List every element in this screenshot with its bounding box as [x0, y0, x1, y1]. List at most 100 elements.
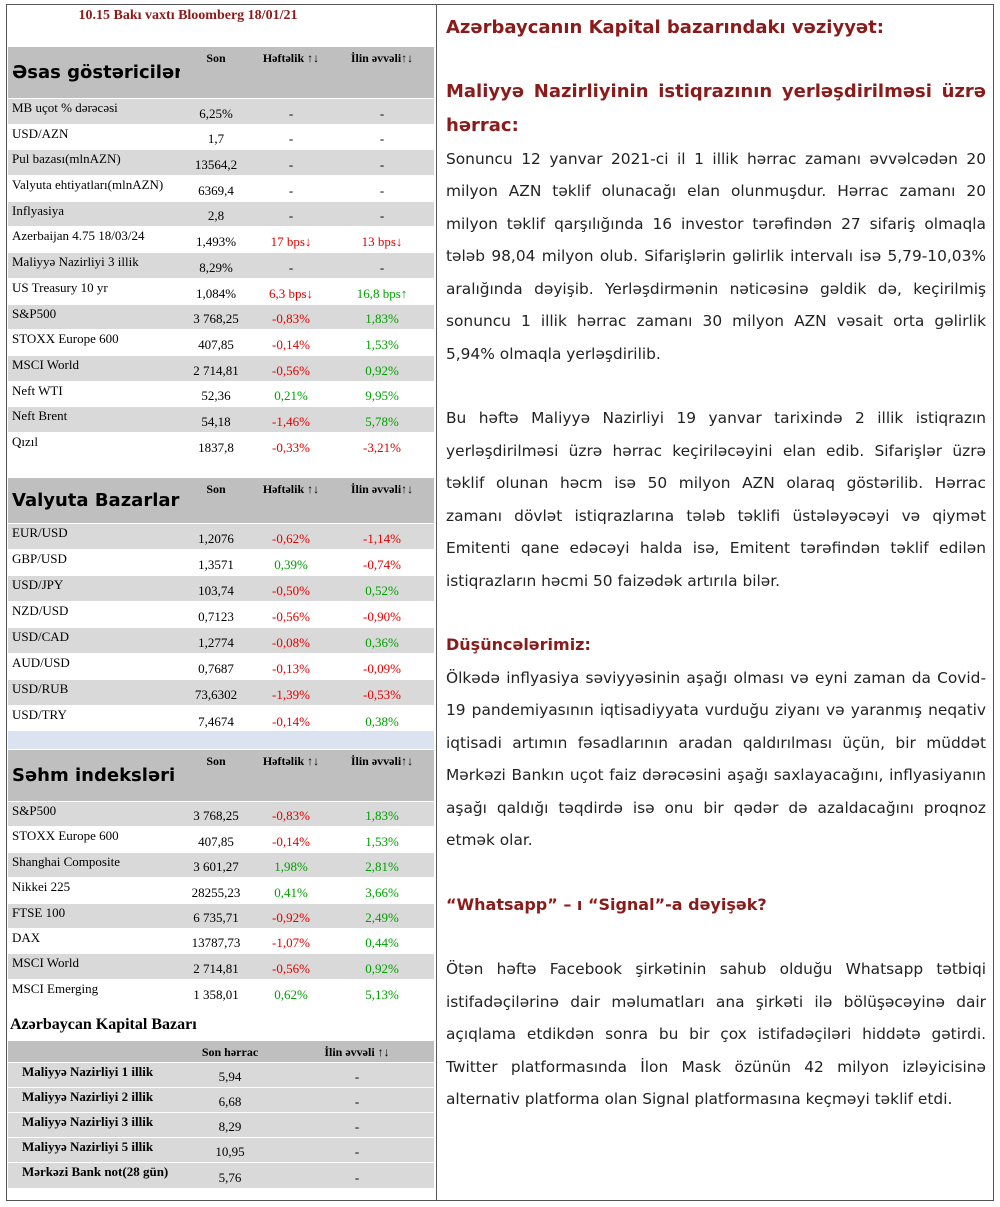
row-label: MSCI Emerging [8, 978, 180, 1005]
column-header: Həftəlik ↑↓ [252, 46, 330, 99]
row-label: Maliyyə Nazirliyi 3 illik [8, 252, 180, 279]
cell-value: 1,2774 [180, 627, 252, 654]
column-header: Son [180, 477, 252, 524]
table-row: GBP/USD 1,3571 0,39% -0,74% [8, 549, 434, 576]
section-title: Düşüncələrimiz: [446, 635, 591, 654]
cell-value: 1,53% [330, 826, 434, 853]
table-row: STOXX Europe 600 407,85 -0,14% 1,53% [8, 826, 434, 853]
cell-value: 3 601,27 [180, 851, 252, 878]
table-row: USD/CAD 1,2774 -0,08% 0,36% [8, 627, 434, 654]
cell-value: -0,14% [252, 705, 330, 732]
cell-value: -0,74% [330, 549, 434, 576]
table-row: S&P500 3 768,25 -0,83% 1,83% [8, 303, 434, 330]
cell-value: 6,3 bps↓ [252, 277, 330, 304]
table-title: Əsas göstəricilər [8, 46, 180, 99]
cell-value: -3,21% [330, 431, 434, 459]
row-label: DAX [8, 927, 180, 954]
cell-value: -0,83% [252, 303, 330, 330]
cell-value: - [252, 200, 330, 227]
cell-value: -0,14% [252, 329, 330, 356]
cell-value: 0,52% [330, 575, 434, 602]
cell-value: 6369,4 [180, 175, 252, 202]
column-header: Son [180, 46, 252, 99]
paragraph: Sonuncu 12 yanvar 2021-ci il 1 illik hər… [446, 149, 986, 363]
cell-value: 1,084% [180, 277, 252, 304]
table-row: Maliyyə Nazirliyi 2 illik 6,68- [8, 1087, 434, 1113]
table-row: USD/TRY 7,4674 -0,14% 0,38% [8, 705, 434, 732]
row-label: Neft WTI [8, 380, 180, 407]
table-row: DAX 13787,73 -1,07% 0,44% [8, 927, 434, 954]
cell-value: -0,09% [330, 653, 434, 680]
table-row: Maliyyə Nazirliyi 3 illik 8,29- [8, 1112, 434, 1138]
cell-value: 28255,23 [180, 877, 252, 904]
column-header: Son [180, 749, 252, 802]
row-label: USD/RUB [8, 679, 180, 706]
cell-value: 2 714,81 [180, 354, 252, 382]
header-row: Valyuta Bazarları Son Həftəlik ↑↓ İlin əvvə… [8, 477, 434, 524]
cell-value: 1,493% [180, 226, 252, 253]
cell-value: - [330, 98, 434, 125]
cell-value: 0,41% [252, 877, 330, 904]
section-title: “Whatsapp” – ı “Signal”-a dəyişək? [446, 894, 767, 914]
row-label: FTSE 100 [8, 902, 180, 929]
row-label: S&P500 [8, 303, 180, 330]
cell-value: 1,98% [252, 851, 330, 878]
cell-value: 9,95% [330, 380, 434, 407]
cell-value: 3,66% [330, 877, 434, 904]
row-label: Maliyyə Nazirliyi 3 illik [8, 1112, 180, 1138]
spacer [446, 921, 986, 953]
row-label: Mərkəzi Bank not(28 gün) [8, 1162, 180, 1188]
cell-value: -0,14% [252, 826, 330, 853]
row-label: Maliyyə Nazirliyi 1 illik [8, 1062, 180, 1088]
table-row: MSCI Emerging 1 358,01 0,62% 5,13% [8, 978, 434, 1005]
column-header: Həftəlik ↑↓ [252, 477, 330, 524]
cell-value: 8,29% [180, 252, 252, 279]
row-label: STOXX Europe 600 [8, 329, 180, 356]
row-label: Azerbaijan 4.75 18/03/24 [8, 226, 180, 253]
cell-value: -0,53% [330, 679, 434, 706]
table-row: STOXX Europe 600 407,85 -0,14% 1,53% [8, 329, 434, 356]
article-heading: Azərbaycanın Kapital bazarındakı vəziyyə… [446, 17, 884, 38]
cell-value: 0,7687 [180, 653, 252, 680]
data-table: Son hərrac İlin əvvəli ↑↓ Maliyyə Nazirliy… [8, 1040, 434, 1188]
cell-value: -0,56% [252, 354, 330, 382]
row-label: STOXX Europe 600 [8, 826, 180, 853]
cell-value: 1,7 [180, 123, 252, 150]
table-row: Azerbaijan 4.75 18/03/24 1,493% 17 bps↓ 13 … [8, 226, 434, 253]
cell-value: 0,38% [330, 705, 434, 732]
row-label: Qızıl [8, 431, 180, 459]
table-row: S&P500 3 768,25 -0,83% 1,83% [8, 800, 434, 827]
row-label: Inflyasiya [8, 200, 180, 227]
cell-value: -1,39% [252, 679, 330, 706]
cell-value: 73,6302 [180, 679, 252, 706]
table-row: Maliyyə Nazirliyi 1 illik 5,94- [8, 1062, 434, 1088]
row-label: US Treasury 10 yr [8, 277, 180, 304]
row-label: NZD/USD [8, 601, 180, 628]
header-row: Səhm indeksləri Son Həftəlik ↑↓ İlin əvvəli… [8, 749, 434, 802]
row-label: USD/CAD [8, 627, 180, 654]
cell-value: - [252, 175, 330, 202]
table-row: Neft Brent 54,18 -1,46% 5,78% [8, 406, 434, 433]
cell-value: 1,83% [330, 303, 434, 330]
cell-value: -0,08% [252, 627, 330, 654]
cell-value: - [280, 1137, 434, 1163]
cell-value: -0,92% [252, 902, 330, 929]
cell-value: -0,33% [252, 431, 330, 459]
cell-value: - [330, 175, 434, 202]
cell-value: 3 768,25 [180, 800, 252, 827]
cell-value: 1,2076 [180, 523, 252, 550]
table-row: MSCI World 2 714,81 -0,56% 0,92% [8, 953, 434, 980]
cell-value: 16,8 bps↑ [330, 277, 434, 304]
row-label: Nikkei 225 [8, 877, 180, 904]
cell-value: 3 768,25 [180, 303, 252, 330]
cell-value: 8,29 [180, 1112, 280, 1138]
table-row: US Treasury 10 yr 1,084% 6,3 bps↓ 16,8 bps↑ [8, 277, 434, 304]
cell-value: - [330, 123, 434, 150]
cell-value: 1,53% [330, 329, 434, 356]
table-row: Nikkei 225 28255,23 0,41% 3,66% [8, 877, 434, 904]
row-label: Shanghai Composite [8, 851, 180, 878]
cell-value: 52,36 [180, 380, 252, 407]
header-row: Son hərrac İlin əvvəli ↑↓ [8, 1040, 434, 1063]
cell-value: -1,46% [252, 406, 330, 433]
section-title: Maliyyə Nazirliyinin istiqrazının yerləş… [446, 80, 986, 136]
